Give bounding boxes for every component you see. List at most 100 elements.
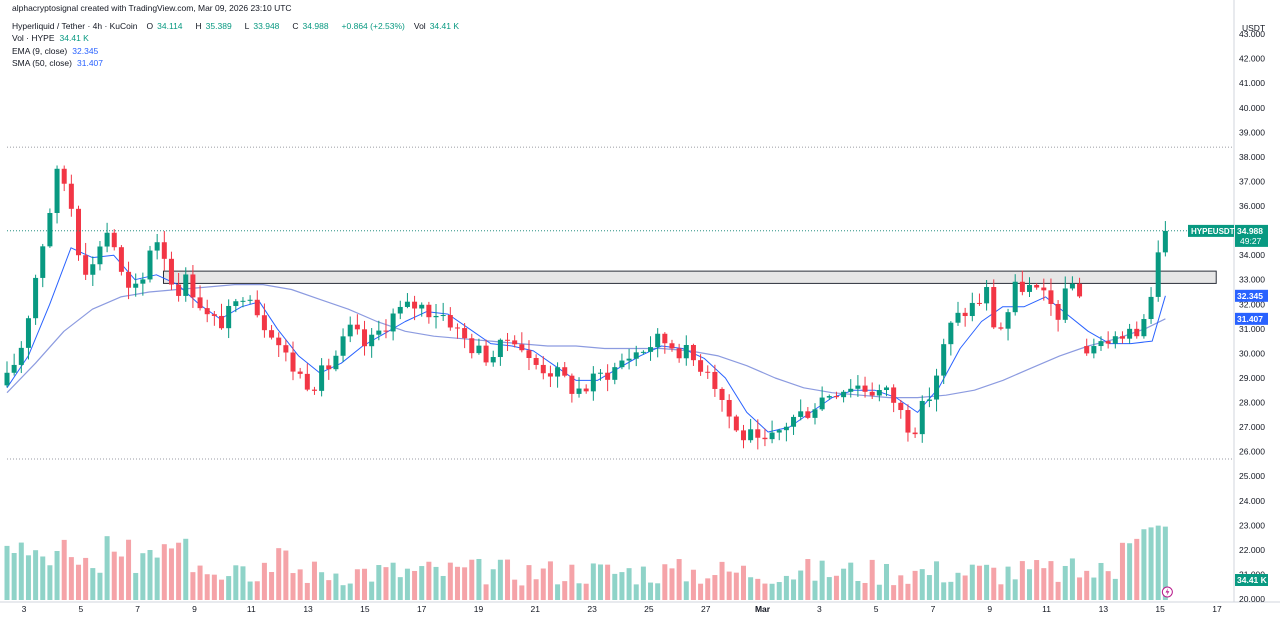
lightning-glyph <box>1165 588 1170 596</box>
time-tick-label: 7 <box>135 604 140 614</box>
candle-body <box>1134 328 1140 337</box>
candle-body <box>1048 290 1054 304</box>
candle-body <box>976 302 982 304</box>
candle-body <box>969 302 975 317</box>
candle-body <box>833 396 839 398</box>
candle-body <box>984 287 990 304</box>
time-tick-label: 13 <box>1099 604 1109 614</box>
candle-body <box>748 429 754 441</box>
volume-bar <box>347 583 353 600</box>
candle-body <box>705 371 711 373</box>
time-tick-label: 3 <box>22 604 27 614</box>
candle-body <box>1034 284 1040 288</box>
price-tick-label: 29.000 <box>1239 373 1265 383</box>
volume-bar <box>326 580 332 600</box>
volume-bar <box>826 577 832 600</box>
volume-bar <box>569 564 575 600</box>
volume-bar <box>1127 543 1133 600</box>
candle-body <box>1127 328 1133 339</box>
time-tick-label: 17 <box>417 604 427 614</box>
volume-bar <box>4 545 10 600</box>
volume-axis-label: 34.41 K <box>1237 575 1268 585</box>
candle-body <box>190 274 196 298</box>
volume-bar <box>211 574 217 600</box>
volume-bar <box>633 584 639 600</box>
price-tick-label: 27.000 <box>1239 422 1265 432</box>
candle-body <box>569 375 575 394</box>
candle-body <box>948 322 954 345</box>
vol-label: Vol <box>413 21 426 32</box>
ema9-line <box>6 247 1166 433</box>
vol-study-row[interactable]: Vol · HYPE 34.41 K <box>12 32 467 44</box>
volume-bar <box>226 576 232 600</box>
sma-study-row[interactable]: SMA (50, close) 31.407 <box>12 57 467 69</box>
volume-bar <box>519 585 525 600</box>
volume-bar <box>1141 529 1147 600</box>
volume-bar <box>1148 527 1154 600</box>
volume-bar <box>833 575 839 600</box>
candle-body <box>297 371 303 374</box>
price-tick-label: 34.000 <box>1239 250 1265 260</box>
candle-body <box>25 318 31 348</box>
candle-body <box>876 390 882 396</box>
candle-body <box>111 232 117 248</box>
volume-bar <box>984 564 990 600</box>
price-tick-label: 26.000 <box>1239 447 1265 457</box>
volume-bar <box>512 579 518 600</box>
sma-study-label: SMA (50, close) <box>12 57 72 68</box>
candle-body <box>347 324 353 337</box>
price-tick-label: 24.000 <box>1239 496 1265 506</box>
candle-body <box>1077 283 1083 297</box>
candle-body <box>512 340 518 345</box>
axis-unit-label: USDT <box>1242 23 1265 33</box>
candle-body <box>991 287 997 328</box>
low-label: L <box>244 21 250 32</box>
candle-body <box>40 246 46 278</box>
volume-bar <box>1091 577 1097 600</box>
candle-body <box>791 416 797 427</box>
candle-body <box>662 333 668 344</box>
volume-bar <box>505 559 511 600</box>
volume-bar <box>462 567 468 600</box>
ema-study-row[interactable]: EMA (9, close) 32.345 <box>12 45 467 57</box>
volume-bar <box>898 575 904 600</box>
price-tick-label: 42.000 <box>1239 54 1265 64</box>
candle-body <box>855 385 861 389</box>
volume-bar <box>476 558 482 600</box>
time-tick-label: Mar <box>755 604 771 614</box>
candle-body <box>526 350 532 358</box>
candle-body <box>583 388 589 392</box>
volume-bar <box>905 583 911 600</box>
candle-body <box>204 308 210 315</box>
sma-study-value: 31.407 <box>77 57 103 68</box>
candle-body <box>740 430 746 441</box>
volume-bar <box>197 565 203 600</box>
volume-bar <box>798 570 804 600</box>
symbol-label[interactable]: Hyperliquid / Tether · 4h · KuCoin <box>12 21 138 32</box>
volume-bar <box>769 583 775 600</box>
candle-body <box>819 397 825 410</box>
candle-body <box>11 364 17 373</box>
candle-body <box>154 242 160 251</box>
volume-bar <box>1019 561 1025 600</box>
time-tick-label: 25 <box>644 604 654 614</box>
volume-bar <box>698 583 704 600</box>
time-tick-label: 5 <box>78 604 83 614</box>
volume-bar <box>605 564 611 600</box>
volume-bar <box>240 566 246 600</box>
high-label: H <box>195 21 202 32</box>
time-tick-label: 15 <box>360 604 370 614</box>
candle-body <box>755 429 761 438</box>
candle-body <box>83 255 89 275</box>
candle-body <box>905 410 911 433</box>
volume-bar <box>261 562 267 600</box>
volume-bar <box>540 568 546 600</box>
ema-axis-label-bg <box>1235 289 1268 302</box>
volume-bar <box>362 568 368 600</box>
volume-bar <box>819 560 825 600</box>
candle-body <box>962 312 968 317</box>
volume-bar <box>154 557 160 600</box>
candle-body <box>1055 303 1061 320</box>
volume-bar <box>583 583 589 600</box>
